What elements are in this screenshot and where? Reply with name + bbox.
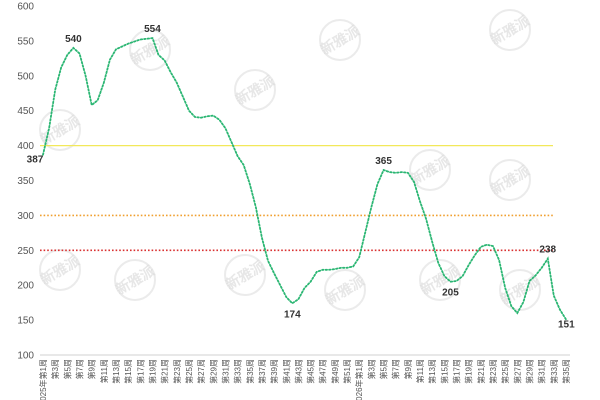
y-tick-label: 100 (17, 351, 34, 362)
x-tick-label: 第27周 (196, 359, 206, 384)
watermark-ring (234, 69, 276, 111)
x-tick-label: 第25周 (500, 359, 510, 384)
watermark-ring (39, 109, 81, 151)
y-tick-label: 300 (17, 211, 34, 222)
x-tick-label: 第35周 (561, 359, 571, 384)
x-tick-label: 2025年第1周 (38, 359, 48, 400)
y-tick-label: 200 (17, 281, 34, 292)
x-tick-label: 第43周 (293, 359, 303, 384)
x-tick-label: 第31周 (537, 359, 547, 384)
x-tick-label: 第13周 (111, 359, 121, 384)
x-tick-label: 第23周 (172, 359, 182, 384)
x-tick-label: 第19周 (147, 359, 157, 384)
y-tick-label: 350 (17, 176, 34, 187)
x-tick-label: 第9周 (87, 359, 97, 379)
x-tick-label: 第19周 (464, 359, 474, 384)
x-tick-label: 第5周 (62, 359, 72, 379)
watermark-ring (129, 29, 171, 71)
value-label: 387 (27, 155, 44, 166)
y-tick-label: 150 (17, 316, 34, 327)
x-tick-label: 第37周 (257, 359, 267, 384)
x-tick-label: 第41周 (281, 359, 291, 384)
y-tick-label: 500 (17, 71, 34, 82)
x-tick-label: 第31周 (220, 359, 230, 384)
value-label: 174 (284, 309, 301, 320)
x-tick-label: 第35周 (245, 359, 255, 384)
y-tick-label: 400 (17, 141, 34, 152)
x-tick-label: 第17周 (135, 359, 145, 384)
x-tick-label: 第25周 (184, 359, 194, 384)
x-tick-label: 第49周 (330, 359, 340, 384)
x-tick-label: 第17周 (452, 359, 462, 384)
y-tick-label: 600 (17, 2, 34, 13)
watermark-ring (114, 259, 156, 301)
x-tick-label: 第21周 (476, 359, 486, 384)
watermark-ring (224, 254, 266, 296)
x-tick-label: 第7周 (74, 359, 84, 379)
watermark-ring (324, 269, 366, 311)
x-tick-label: 第33周 (233, 359, 243, 384)
watermark-ring (39, 249, 81, 291)
x-tick-label: 第27周 (512, 359, 522, 384)
value-label: 205 (442, 288, 459, 299)
x-tick-label: 2026年第1周 (354, 359, 364, 400)
x-tick-label: 第3周 (366, 359, 376, 379)
x-tick-label: 第11周 (415, 359, 425, 383)
x-tick-label: 第7周 (391, 359, 401, 379)
value-label: 554 (144, 24, 161, 35)
watermark-ring (419, 259, 461, 301)
watermark-ring (489, 9, 531, 51)
x-tick-label: 第13周 (427, 359, 437, 384)
watermark-ring (489, 159, 531, 201)
x-tick-label: 第23周 (488, 359, 498, 384)
data-line (42, 37, 567, 321)
x-tick-label: 第3周 (50, 359, 60, 379)
watermark-ring (319, 19, 361, 61)
y-tick-label: 450 (17, 106, 34, 117)
x-tick-label: 第45周 (306, 359, 316, 384)
x-tick-label: 第29周 (525, 359, 535, 384)
watermark-ring (409, 149, 451, 191)
x-tick-label: 第5周 (379, 359, 389, 379)
x-tick-label: 第29周 (208, 359, 218, 384)
x-tick-label: 第15周 (123, 359, 133, 384)
value-label: 151 (558, 319, 575, 330)
x-tick-label: 第39周 (269, 359, 279, 384)
x-tick-label: 第15周 (439, 359, 449, 384)
y-tick-label: 550 (17, 36, 34, 47)
y-tick-label: 250 (17, 246, 34, 257)
x-tick-label: 第11周 (99, 359, 109, 383)
x-tick-label: 第33周 (549, 359, 559, 384)
value-label: 365 (375, 156, 392, 167)
x-tick-label: 第51周 (342, 359, 352, 384)
x-tick-label: 第21周 (160, 359, 170, 384)
value-label: 238 (539, 245, 556, 256)
value-label: 540 (65, 34, 82, 45)
x-tick-label: 第9周 (403, 359, 413, 379)
x-tick-label: 第47周 (318, 359, 328, 384)
